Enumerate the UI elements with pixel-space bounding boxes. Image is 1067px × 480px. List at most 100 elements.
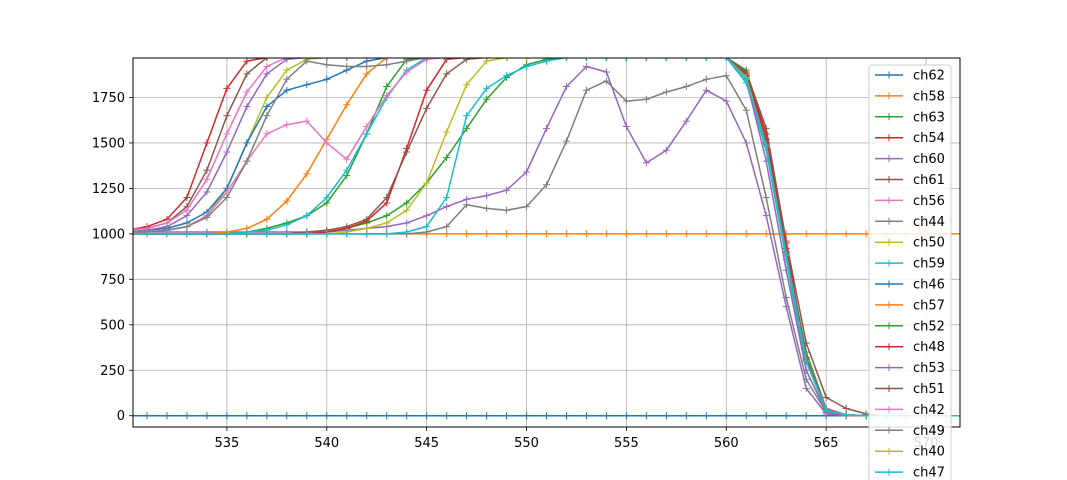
data-point-marker [962,412,969,419]
legend-item-ch42: ch42 [875,403,945,418]
data-point-marker [483,84,491,92]
data-point-marker [363,63,371,71]
data-point-marker [443,223,451,231]
data-point-marker [283,58,291,63]
data-point-marker [483,192,491,200]
data-point-marker [582,86,590,94]
data-point-marker [243,88,251,96]
data-point-marker [822,406,830,414]
data-point-marker [565,58,567,61]
data-point-marker [822,394,830,402]
data-point-marker [443,70,451,78]
data-point-marker [962,412,969,419]
data-point-marker [642,95,650,103]
axis-ticks: 5355405455505555605655700250500750100012… [92,91,939,451]
data-point-marker [503,186,511,194]
legend-swatch-marker [885,196,893,204]
data-point-marker [622,230,630,238]
data-point-marker [423,86,431,94]
data-point-marker [842,411,850,419]
data-point-marker [645,58,647,61]
data-point-marker [582,412,590,420]
data-point-marker [802,230,810,238]
data-point-marker [463,201,471,209]
legend-swatch-marker [885,280,893,288]
x-tick-label: 540 [314,436,339,451]
legend-swatch-marker [885,468,893,476]
data-point-marker [782,294,790,302]
data-point-marker [243,230,251,238]
data-point-marker [962,412,969,419]
data-point-marker [143,412,151,420]
data-point-marker [363,230,371,238]
legend-label: ch42 [913,403,945,418]
legend-swatch-marker [885,134,893,142]
legend-item-ch54: ch54 [875,131,945,146]
data-point-marker [622,412,630,420]
data-point-marker [463,112,471,120]
data-point-marker [263,412,271,420]
data-point-marker [263,93,271,101]
data-point-marker [283,66,291,74]
data-point-marker [685,58,687,61]
data-point-marker [742,412,750,420]
x-tick-label: 535 [214,436,239,451]
data-point-marker [483,412,491,420]
grid [133,58,960,427]
data-point-marker [762,193,770,201]
data-point-marker [602,77,610,85]
data-point-marker [363,412,371,420]
data-point-marker [223,230,231,238]
series-layer [133,58,969,420]
legend-item-ch53: ch53 [875,361,945,376]
data-point-marker [463,230,471,238]
data-point-marker [622,123,630,131]
data-point-marker [443,412,451,420]
legend-item-ch58: ch58 [875,89,945,104]
data-point-marker [642,230,650,238]
data-point-marker [423,223,431,231]
legend-label: ch44 [913,215,945,230]
data-point-marker [363,70,371,78]
legend-item-ch52: ch52 [875,319,945,334]
data-point-marker [383,193,391,201]
data-point-marker [263,230,271,238]
y-tick-label: 1750 [92,91,125,106]
data-point-marker [662,412,670,420]
series-line [133,65,960,417]
data-point-marker [722,72,730,80]
data-point-marker [702,75,710,83]
data-point-marker [143,230,151,238]
plot-frame [132,57,961,428]
data-point-marker [962,412,969,419]
data-point-marker [702,230,710,238]
series-ch44 [133,72,969,420]
legend-item-ch40: ch40 [875,445,945,460]
data-point-marker [363,215,371,223]
data-point-marker [383,219,391,227]
data-point-marker [463,412,471,420]
data-point-marker [842,404,850,412]
data-point-marker [722,230,730,238]
legend-label: ch59 [913,257,945,272]
data-point-marker [343,412,351,420]
data-point-marker [223,412,231,420]
legend-swatch-marker [885,155,893,163]
data-point-marker [183,412,191,420]
data-point-marker [323,193,331,201]
legend: ch62 ch58 ch63 ch54 ch60 ch61 ch56 ch44 ch50 ch59… [868,64,952,480]
y-tick-label: 750 [100,273,125,288]
data-point-marker [523,63,531,71]
y-tick-label: 1250 [92,182,125,197]
data-point-marker [266,58,268,61]
data-point-marker [562,83,570,91]
data-point-marker [802,412,810,420]
data-point-marker [283,121,291,129]
data-point-marker [263,70,271,78]
data-point-marker [243,412,251,420]
data-point-marker [303,117,311,125]
data-point-marker [203,213,211,221]
data-point-marker [762,230,770,238]
data-point-marker [326,58,328,61]
data-point-marker [323,75,331,83]
